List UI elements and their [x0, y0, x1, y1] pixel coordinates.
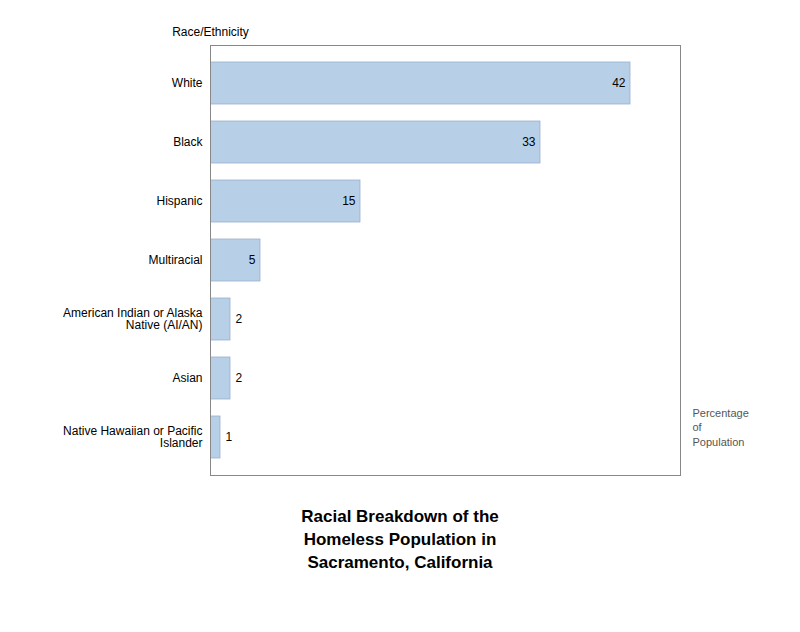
svg-text:Asian: Asian	[172, 371, 202, 385]
svg-text:5: 5	[249, 253, 256, 267]
html-text:Racial Breakdown of the Homele: Racial Breakdown of the Homeless Populat…	[301, 507, 499, 572]
svg-text:2: 2	[236, 371, 243, 385]
svg-text:Race/Ethnicity: Race/Ethnicity	[172, 25, 249, 39]
svg-text:1: 1	[226, 430, 233, 444]
svg-text:Black: Black	[173, 135, 203, 149]
svg-text:33: 33	[522, 135, 536, 149]
svg-text:15: 15	[342, 194, 356, 208]
svg-text:42: 42	[612, 76, 626, 90]
svg-text:Hispanic: Hispanic	[156, 194, 202, 208]
svg-text:American Indian or AlaskaNativ: American Indian or AlaskaNative (AI/AN)	[63, 306, 203, 332]
svg-text:White: White	[172, 76, 203, 90]
svg-text:2: 2	[236, 312, 243, 326]
svg-text:Native Hawaiian or PacificIsla: Native Hawaiian or PacificIslander	[63, 424, 202, 450]
svg-text:PercentageofPopulation: PercentageofPopulation	[693, 407, 749, 448]
svg-text:Multiracial: Multiracial	[148, 253, 202, 267]
